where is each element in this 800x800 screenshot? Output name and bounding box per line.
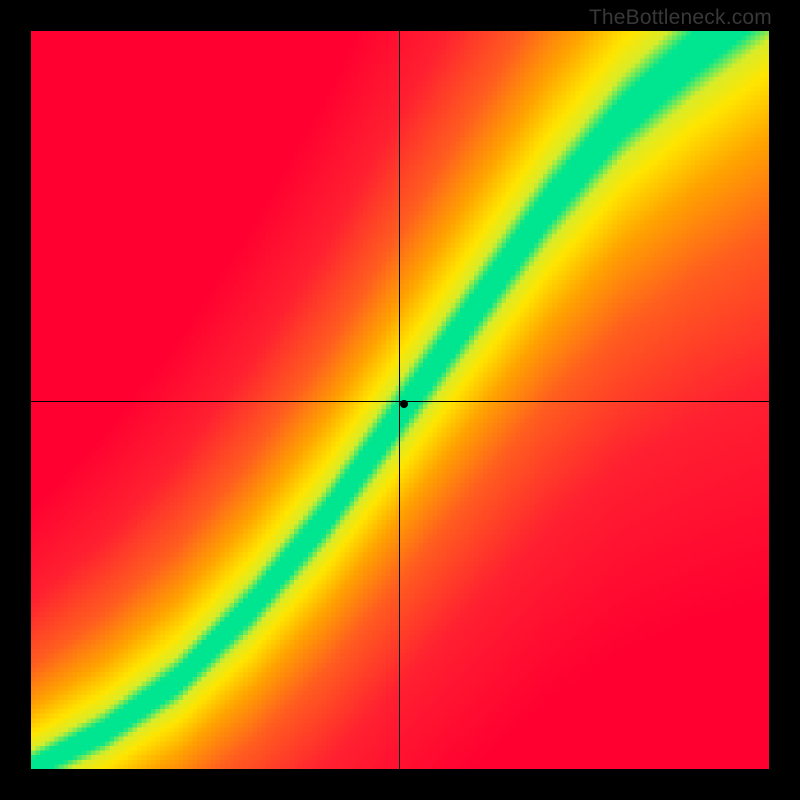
plot-area — [31, 31, 769, 769]
watermark-text: TheBottleneck.com — [589, 6, 772, 30]
bottleneck-heatmap — [31, 31, 769, 769]
selection-marker-dot — [400, 400, 408, 408]
crosshair-vertical — [399, 31, 400, 769]
